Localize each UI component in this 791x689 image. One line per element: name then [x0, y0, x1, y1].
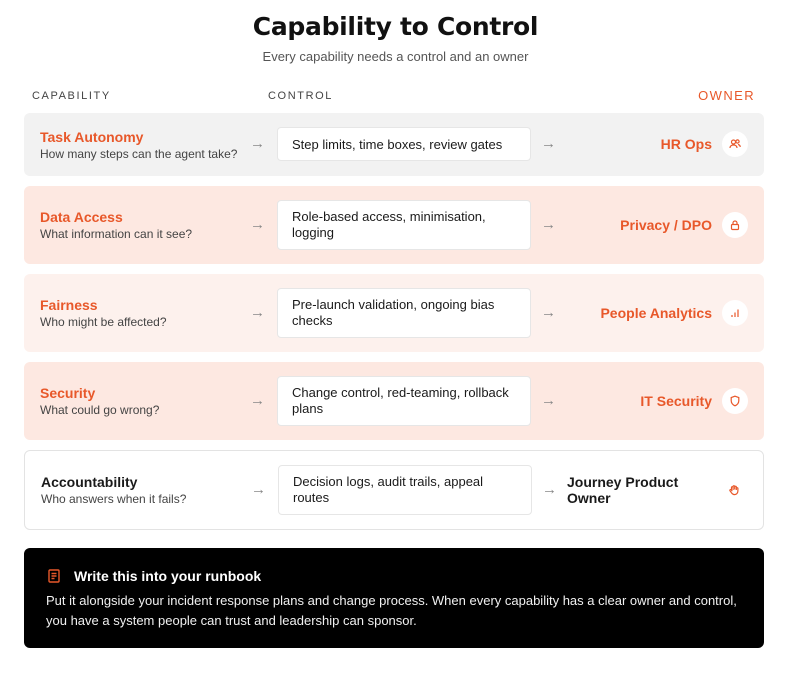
capability-row-accountability: Accountability Who answers when it fails…: [24, 450, 764, 530]
arrow-icon: →: [250, 304, 265, 321]
page-title: Capability to Control: [252, 12, 539, 41]
capability-title: Accountability: [41, 474, 138, 490]
control-box: Role-based access, minimisation, logging: [277, 200, 531, 250]
control-box: Step limits, time boxes, review gates: [277, 127, 531, 161]
capability-title: Task Autonomy: [40, 129, 144, 145]
arrow-icon: →: [250, 216, 265, 233]
owner-label: Journey Product Owner: [567, 474, 679, 506]
capability-row-fairness: Fairness Who might be affected? → Pre-la…: [24, 274, 764, 352]
control-box: Decision logs, audit trails, appeal rout…: [278, 465, 532, 515]
capability-question: Who answers when it fails?: [41, 492, 187, 506]
capability-question: How many steps can the agent take?: [40, 147, 238, 161]
control-box: Pre-launch validation, ongoing bias chec…: [277, 288, 531, 338]
arrow-icon: →: [250, 392, 265, 409]
arrow-icon: →: [251, 481, 266, 498]
page-subtitle: Every capability needs a control and an …: [262, 49, 529, 64]
capability-title: Data Access: [40, 209, 123, 225]
column-header-control: CONTROL: [268, 90, 333, 102]
arrow-icon: →: [250, 135, 265, 152]
hand-icon: [721, 477, 747, 503]
runbook-callout: Write this into your runbook Put it alon…: [24, 548, 764, 648]
arrow-icon: →: [541, 135, 556, 152]
owner-label: IT Security: [640, 393, 712, 409]
owner-label: People Analytics: [600, 305, 712, 321]
capability-title: Security: [40, 385, 96, 401]
capability-title: Fairness: [40, 297, 98, 313]
capability-row-security: Security What could go wrong? → Change c…: [24, 362, 764, 440]
column-header-owner: OWNER: [698, 88, 755, 103]
column-header-capability: CAPABILITY: [32, 90, 111, 102]
arrow-icon: →: [542, 481, 557, 498]
capability-question: What could go wrong?: [40, 403, 160, 417]
capability-question: What information can it see?: [40, 227, 193, 241]
control-box: Change control, red-teaming, rollback pl…: [277, 376, 531, 426]
arrow-icon: →: [541, 392, 556, 409]
lock-icon: [722, 212, 748, 238]
callout-title: Write this into your runbook: [74, 568, 262, 584]
capability-row-task-autonomy: Task Autonomy How many steps can the age…: [24, 113, 764, 176]
capability-row-data-access: Data Access What information can it see?…: [24, 186, 764, 264]
arrow-icon: →: [541, 304, 556, 321]
owner-label: Privacy / DPO: [620, 217, 712, 233]
owner-label: HR Ops: [660, 136, 712, 152]
bar-chart-icon: [722, 300, 748, 326]
document-icon: [46, 568, 62, 589]
arrow-icon: →: [541, 216, 556, 233]
people-icon: [722, 131, 748, 157]
capability-question: Who might be affected?: [40, 315, 167, 329]
shield-icon: [722, 388, 748, 414]
callout-body: Put it alongside your incident response …: [46, 593, 737, 628]
